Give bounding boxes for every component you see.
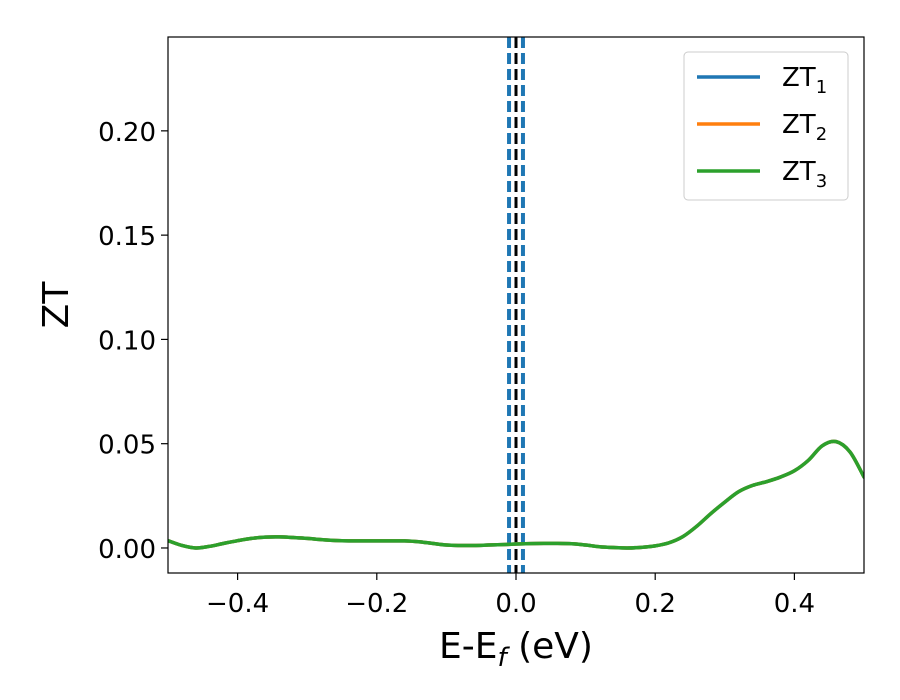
reference-lines [507,37,525,573]
x-axis-title-base: E-E [439,626,497,667]
x-tick-label: 0.2 [635,589,676,619]
legend-label-zt2: ZT2 [782,110,827,145]
y-tick-label: 0.20 [98,118,156,148]
x-tick-label: −0.4 [206,589,269,619]
x-axis-title: E-Ef (eV) [439,626,593,673]
x-tick-label: 0.0 [495,589,536,619]
legend-label-zt3: ZT3 [782,157,827,192]
x-tick-label: −0.2 [345,589,408,619]
legend-box [683,51,849,201]
y-tick-label: 0.15 [98,222,156,252]
legend: ZT1 ZT2 ZT3 [683,51,849,201]
y-axis-title: ZT [36,281,77,329]
series-lines [168,439,864,550]
legend-label-zt1: ZT1 [782,63,827,98]
y-tick-label: 0.00 [98,535,156,565]
y-tick-label: 0.05 [98,431,156,461]
series-line-zt3 [168,439,864,550]
x-axis-title-suffix: (eV) [507,626,593,667]
y-tick-label: 0.10 [98,326,156,356]
x-tick-label: 0.4 [774,589,815,619]
y-axis: 0.00 0.05 0.10 0.15 0.20 [98,118,168,565]
x-axis: −0.4 −0.2 0.0 0.2 0.4 [206,573,815,619]
